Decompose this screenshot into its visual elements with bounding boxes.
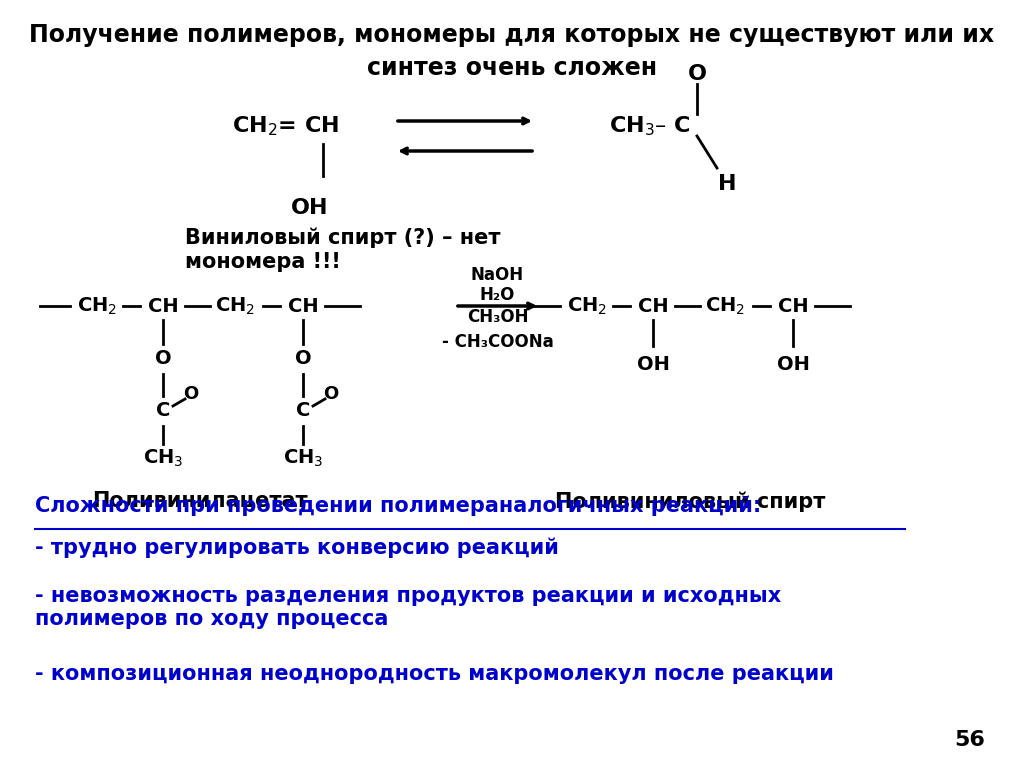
Text: OH: OH: [776, 355, 809, 373]
Text: синтез очень сложен: синтез очень сложен: [367, 56, 657, 80]
Text: O: O: [324, 385, 339, 403]
Text: CH₃OH: CH₃OH: [467, 308, 528, 326]
Text: - композиционная неоднородность макромолекул после реакции: - композиционная неоднородность макромол…: [35, 664, 834, 684]
Text: OH: OH: [291, 198, 329, 218]
Text: O: O: [687, 64, 707, 84]
Text: Получение полимеров, мономеры для которых не существуют или их: Получение полимеров, мономеры для которы…: [30, 23, 994, 47]
Text: H₂O: H₂O: [480, 286, 515, 304]
Text: CH$_3$: CH$_3$: [142, 447, 183, 468]
Text: - трудно регулировать конверсию реакций: - трудно регулировать конверсию реакций: [35, 538, 559, 558]
Text: Поливиниловый спирт: Поливиниловый спирт: [555, 491, 825, 511]
Text: OH: OH: [637, 355, 670, 373]
Text: CH$_2$= CH: CH$_2$= CH: [231, 114, 339, 137]
Text: Поливинилацетат: Поливинилацетат: [92, 491, 308, 511]
Text: CH$_2$: CH$_2$: [567, 296, 607, 316]
Text: CH$_2$: CH$_2$: [77, 296, 117, 316]
Text: Виниловый спирт (?) – нет
мономера !!!: Виниловый спирт (?) – нет мономера !!!: [185, 228, 501, 272]
Text: C: C: [296, 402, 310, 421]
Text: CH: CH: [638, 296, 669, 316]
Text: CH: CH: [288, 296, 318, 316]
Text: O: O: [295, 349, 311, 368]
Text: CH$_3$: CH$_3$: [283, 447, 324, 468]
Text: Сложности при проведении полимераналогичных реакций:: Сложности при проведении полимераналогич…: [35, 496, 761, 517]
Text: - невозможность разделения продуктов реакции и исходных
полимеров по ходу процес: - невозможность разделения продуктов реа…: [35, 586, 781, 629]
Text: CH: CH: [777, 296, 808, 316]
Text: O: O: [155, 349, 171, 368]
Text: CH$_3$– C: CH$_3$– C: [609, 114, 691, 137]
Text: NaOH: NaOH: [471, 266, 524, 284]
Text: CH$_2$: CH$_2$: [215, 296, 255, 316]
Text: 56: 56: [954, 730, 985, 750]
Text: CH$_2$: CH$_2$: [705, 296, 745, 316]
Text: C: C: [156, 402, 170, 421]
Text: H: H: [718, 174, 736, 194]
Text: O: O: [183, 385, 199, 403]
Text: CH: CH: [147, 296, 178, 316]
Text: - CH₃COONa: - CH₃COONa: [441, 333, 553, 351]
